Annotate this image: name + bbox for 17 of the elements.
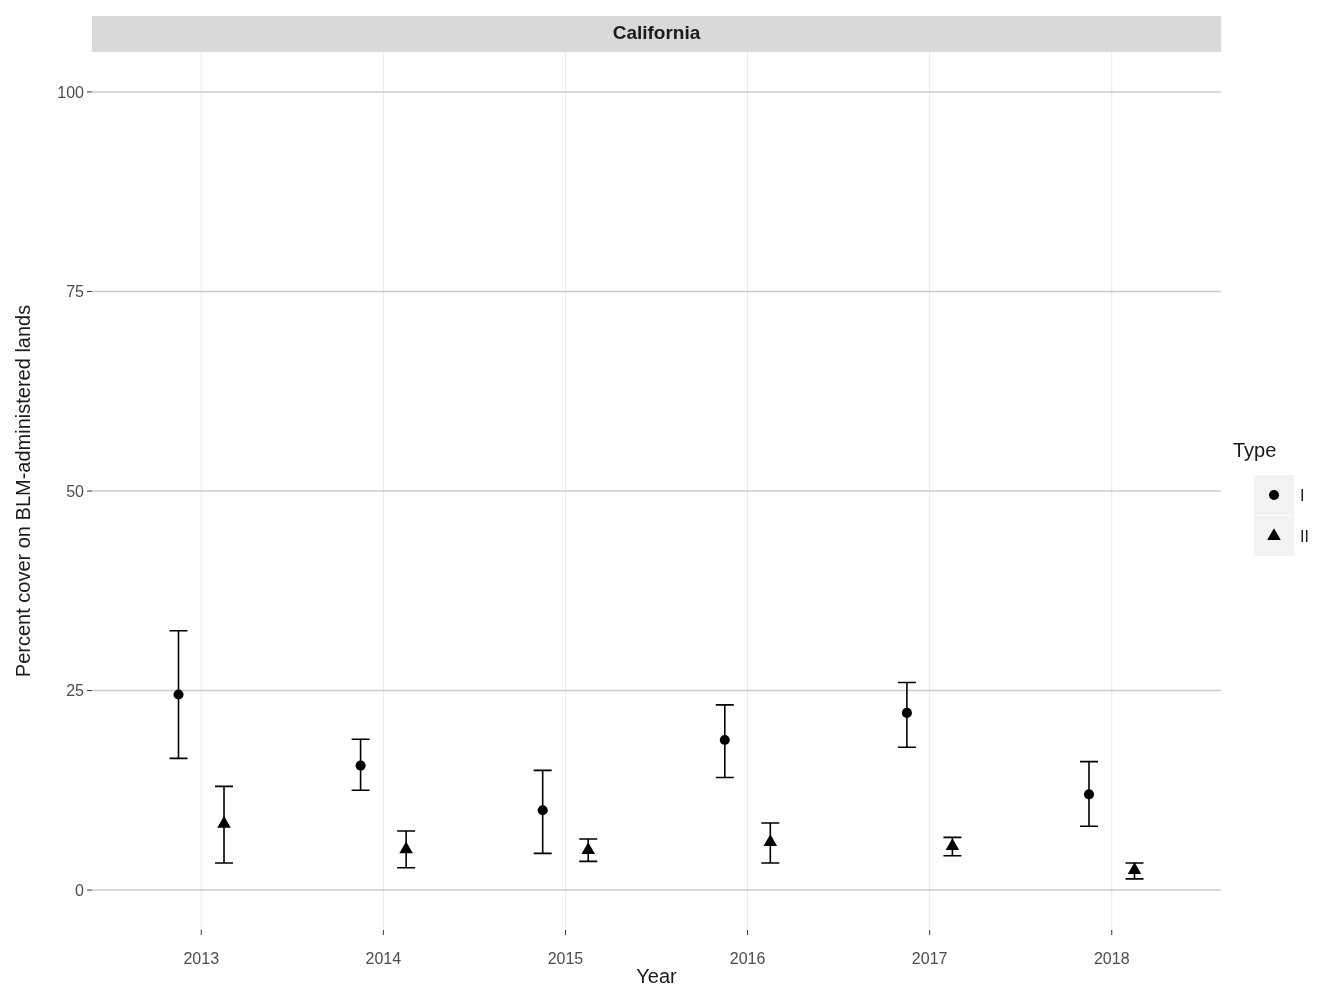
y-tick-label: 50: [66, 482, 85, 500]
legend-label: II: [1300, 527, 1309, 545]
y-tick-label: 75: [66, 283, 85, 301]
y-tick-label: 25: [66, 682, 85, 700]
x-tick-label: 2018: [1093, 950, 1130, 967]
x-tick-label: 2016: [729, 950, 766, 967]
y-tick-label: 100: [57, 83, 85, 101]
y-tick-label: 0: [75, 881, 85, 899]
x-axis-title: Year: [636, 965, 678, 987]
x-tick-label: 2014: [365, 950, 402, 967]
x-tick-label: 2013: [183, 950, 220, 967]
x-tick-label: 2015: [547, 950, 584, 967]
chart-title: California: [612, 22, 701, 43]
y-axis-title: Percent cover on BLM-administered lands: [12, 304, 34, 678]
x-tick-label: 2017: [911, 950, 948, 967]
legend-label: I: [1300, 486, 1305, 504]
legend-title: Type: [1233, 439, 1277, 461]
